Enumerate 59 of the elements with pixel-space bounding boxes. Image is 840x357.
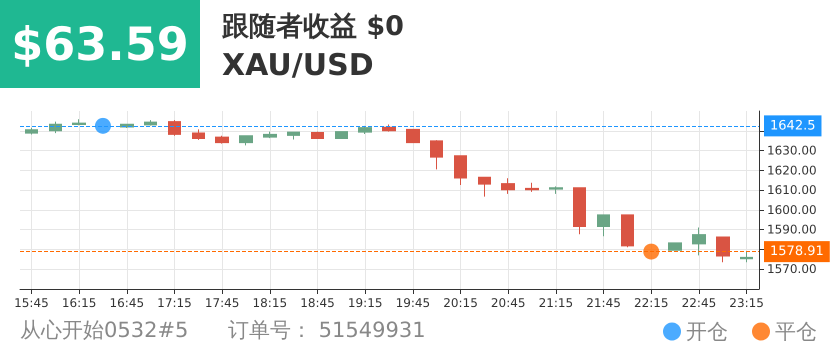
candlestick [430, 140, 443, 170]
x-tick-label: 15:45 [14, 296, 49, 310]
candlestick [621, 214, 634, 248]
candlestick [549, 186, 563, 194]
chart-title: XAU/USD [222, 48, 374, 83]
ref-line-label: 1642.5 [770, 118, 816, 134]
candlestick [597, 214, 610, 237]
candlestick [239, 135, 253, 146]
candlestick [168, 120, 181, 136]
x-tick-label: 19:45 [396, 296, 430, 310]
x-tick-label: 19:15 [348, 296, 382, 310]
candlestick [478, 176, 491, 198]
y-tick-label: 1630.00 [767, 144, 817, 158]
candlestick [740, 251, 753, 263]
candlestick [358, 125, 372, 134]
candlestick [716, 236, 730, 263]
candlestick [406, 128, 420, 144]
candlestick [49, 121, 62, 134]
candlestick [25, 127, 38, 136]
x-tick-label: 17:45 [204, 296, 240, 310]
candlestick [501, 178, 515, 194]
x-tick-label: 16:45 [110, 296, 144, 310]
legend-label: 平仓 [775, 320, 817, 344]
candlestick [692, 226, 706, 256]
candlestick [287, 132, 300, 140]
candlestick [192, 128, 205, 140]
candlestick [311, 131, 324, 139]
x-tick-label: 20:45 [490, 296, 526, 310]
y-tick-label: 1610.00 [767, 183, 817, 198]
x-tick-label: 18:45 [300, 296, 335, 310]
text: 订单号： 51549931 [228, 317, 426, 344]
candlestick [668, 242, 682, 251]
x-tick-label: 20:15 [443, 296, 478, 310]
text: 从心开始0532#5 [20, 317, 188, 344]
x-tick-label: 18:15 [252, 296, 288, 310]
y-tick-label: 1590.00 [767, 222, 817, 237]
candlestick [263, 131, 277, 139]
x-tick-label: 21:45 [586, 296, 621, 310]
x-tick-label: 23:15 [729, 296, 764, 310]
x-tick-label: 22:45 [682, 296, 716, 310]
candlestick [454, 155, 467, 186]
candlestick [382, 124, 396, 132]
candlestick [573, 187, 586, 235]
candlestick [335, 131, 348, 139]
legend-label: 开仓 [686, 320, 728, 344]
x-tick-label: 21:15 [538, 296, 574, 310]
candlestick [144, 120, 157, 126]
text: $63.59 [0, 0, 200, 88]
x-tick-label: 16:15 [62, 296, 96, 310]
x-tick-label: 17:15 [157, 296, 192, 310]
y-tick-label: 1600.00 [767, 202, 817, 217]
y-tick-label: 1620.00 [767, 163, 817, 178]
candlestick [525, 182, 539, 192]
x-tick-label: 22:15 [634, 296, 669, 310]
candlestick [215, 135, 229, 144]
candlestick [72, 118, 86, 126]
chart-subtitle: 跟随者收益 $0 [222, 10, 404, 44]
ref-line-label: 1578.91 [770, 244, 824, 260]
y-tick-label: 1570.00 [767, 262, 817, 276]
